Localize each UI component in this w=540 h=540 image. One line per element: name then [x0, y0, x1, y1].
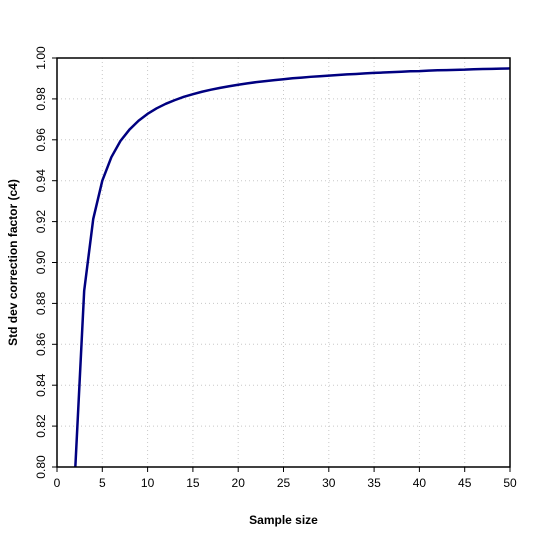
- y-axis-title: Std dev correction factor (c4): [6, 179, 20, 346]
- x-tick-label: 30: [322, 476, 336, 490]
- x-tick-label: 10: [141, 476, 155, 490]
- x-tick-label: 15: [186, 476, 200, 490]
- x-tick-label: 40: [413, 476, 427, 490]
- y-tick-label: 0.84: [34, 373, 48, 397]
- x-tick-label: 50: [503, 476, 517, 490]
- series-group: [74, 67, 510, 467]
- y-tick-label: 0.82: [34, 414, 48, 438]
- x-tick-label: 35: [367, 476, 381, 490]
- y-tick-label: 0.88: [34, 291, 48, 315]
- y-tick-label: 0.80: [34, 455, 48, 479]
- x-tick-label: 25: [277, 476, 291, 490]
- x-tick-label: 0: [54, 476, 61, 490]
- x-axis: 0 5 10 15 20 25 30 35 40 45 50: [54, 467, 517, 490]
- y-tick-label: 0.90: [34, 250, 48, 274]
- c4-series-line: [74, 67, 510, 467]
- y-tick-label: 0.92: [34, 210, 48, 234]
- y-axis: 0.80 0.82 0.84 0.86 0.88 0.90 0.92 0.94 0.96 0.98…: [34, 46, 57, 479]
- x-tick-label: 20: [232, 476, 246, 490]
- y-tick-label: 0.86: [34, 332, 48, 356]
- y-tick-label: 0.94: [34, 169, 48, 193]
- y-tick-label: 1.00: [34, 46, 48, 70]
- y-tick-label: 0.98: [34, 87, 48, 111]
- y-tick-label: 0.96: [34, 128, 48, 152]
- x-tick-label: 5: [99, 476, 106, 490]
- x-tick-label: 45: [458, 476, 472, 490]
- x-axis-title: Sample size: [249, 513, 318, 527]
- grid-lines: [57, 58, 510, 467]
